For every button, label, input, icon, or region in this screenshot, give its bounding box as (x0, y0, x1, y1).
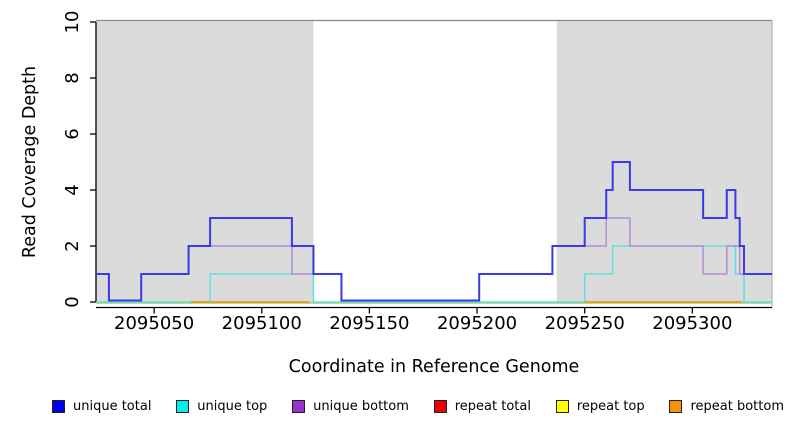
x-tick-label: 2095050 (114, 313, 194, 334)
x-tick-label: 2095250 (545, 313, 625, 334)
x-tick-label: 2095300 (652, 313, 732, 334)
y-tick-label: 8 (62, 72, 83, 83)
legend-swatch-repeat-top (555, 400, 569, 413)
legend-item-unique-total: unique total (52, 399, 151, 414)
x-axis-title: Coordinate in Reference Genome (288, 357, 580, 377)
legend-item-repeat-bottom: repeat bottom (669, 399, 784, 414)
legend-label: repeat bottom (690, 399, 784, 414)
legend-label: unique bottom (313, 399, 409, 414)
x-tick-label: 2095200 (437, 313, 517, 334)
y-tick-label: 0 (62, 296, 83, 307)
legend-label: repeat top (576, 399, 645, 414)
shaded-region (96, 21, 314, 304)
y-tick-label: 6 (62, 128, 83, 139)
legend-item-repeat-total: repeat total (433, 399, 531, 414)
legend-swatch-repeat-total (433, 400, 447, 413)
legend-label: unique top (197, 399, 268, 414)
legend-item-repeat-top: repeat top (555, 399, 645, 414)
legend-swatch-unique-top (176, 400, 190, 413)
x-tick-label: 2095100 (222, 313, 302, 334)
y-tick-label: 4 (62, 184, 83, 195)
legend-label: repeat total (454, 399, 531, 414)
y-axis-title: Read Coverage Depth (20, 65, 40, 259)
x-tick-label: 2095150 (329, 313, 409, 334)
legend: unique total unique top unique bottom repea… (52, 399, 784, 414)
legend-label: unique total (73, 399, 152, 414)
y-tick-label: 10 (62, 11, 83, 34)
coverage-chart: 2095050 2095100 2095150 2095200 2095250 20953… (62, 11, 773, 334)
series-line-unique-total (96, 161, 772, 302)
legend-swatch-unique-bottom (292, 400, 306, 413)
y-tick-label: 2 (62, 240, 83, 251)
legend-swatch-unique-total (52, 400, 65, 413)
legend-item-unique-bottom: unique bottom (292, 399, 409, 414)
legend-item-unique-top: unique top (176, 399, 267, 414)
legend-swatch-repeat-bottom (669, 400, 683, 413)
